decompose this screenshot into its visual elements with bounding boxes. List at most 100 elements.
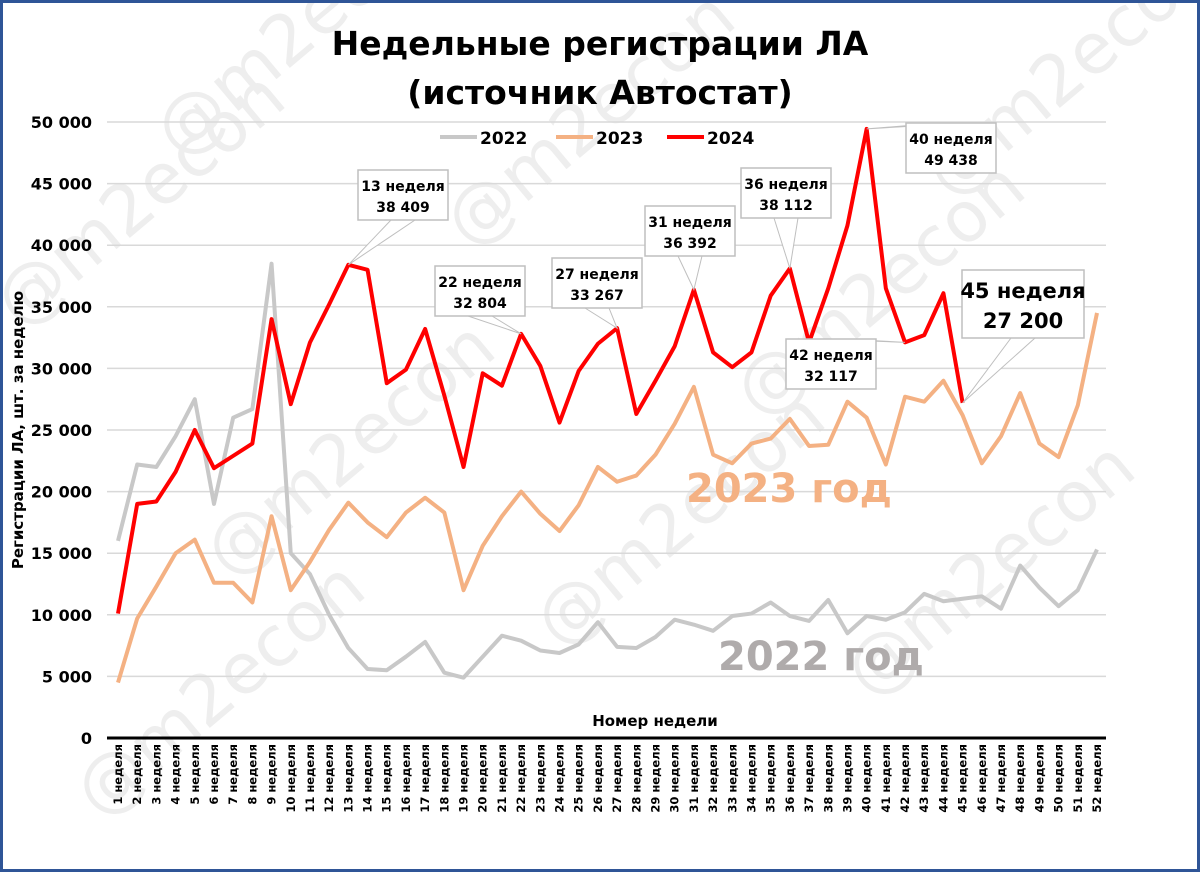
- legend-label-2022: 2022: [480, 129, 527, 149]
- callout-pointer: [963, 338, 1035, 403]
- x-tick-label: 1 неделя: [111, 744, 125, 805]
- series-label-2023: 2023 год: [686, 466, 892, 512]
- callout-value: 32 117: [804, 369, 858, 385]
- x-tick-label: 44 неделя: [936, 744, 950, 813]
- callout-week: 31 неделя: [648, 215, 732, 231]
- x-tick-label: 27 неделя: [610, 744, 624, 813]
- x-tick-label: 15 неделя: [380, 744, 394, 813]
- annotation-callout: 31 неделя 36 392: [645, 206, 735, 290]
- x-tick-label: 32 неделя: [706, 744, 720, 813]
- chart-title-line2: (источник Автостат): [407, 73, 792, 112]
- legend-label-2023: 2023: [596, 129, 643, 149]
- x-tick-label: 33 неделя: [725, 744, 739, 813]
- annotation-callout: 27 неделя 33 267: [552, 258, 642, 328]
- x-tick-label: 51 неделя: [1071, 744, 1085, 813]
- annotation-callout: 36 неделя 38 112: [741, 168, 831, 268]
- callout-pointer: [678, 256, 702, 290]
- callout-value: 27 200: [983, 309, 1063, 333]
- callout-week: 13 неделя: [361, 179, 445, 195]
- x-tick-label: 18 неделя: [437, 744, 451, 813]
- x-tick-label: 4 неделя: [169, 744, 183, 805]
- x-tick-label: 40 неделя: [860, 744, 874, 813]
- line-chart: @m2econ@m2econ@m2econ@m2econ@m2econ@m2ec…: [3, 3, 1197, 869]
- y-tick-label: 15 000: [31, 544, 92, 563]
- callout-pointer: [348, 220, 415, 265]
- x-tick-label: 5 неделя: [188, 744, 202, 805]
- annotation-callout: 13 неделя 38 409: [348, 170, 448, 265]
- y-tick-label: 40 000: [31, 236, 92, 255]
- x-tick-label: 22 неделя: [514, 744, 528, 813]
- callout-week: 22 неделя: [438, 275, 522, 291]
- callout-week: 27 неделя: [555, 267, 639, 283]
- x-tick-label: 28 неделя: [629, 744, 643, 813]
- x-tick-label: 45 неделя: [956, 744, 970, 813]
- x-tick-label: 47 неделя: [994, 744, 1008, 813]
- watermark: @m2econ: [188, 304, 510, 593]
- series-label-2022: 2022 год: [718, 634, 924, 680]
- annotation-callout: 42 неделя 32 117: [786, 339, 905, 389]
- callout-value: 32 804: [453, 296, 507, 312]
- x-tick-label: 21 неделя: [495, 744, 509, 813]
- x-tick-label: 46 неделя: [975, 744, 989, 813]
- x-tick-label: 9 неделя: [265, 744, 279, 805]
- y-tick-label: 45 000: [31, 175, 92, 194]
- x-tick-label: 52 неделя: [1090, 744, 1104, 813]
- callout-pointer: [585, 308, 617, 328]
- x-tick-label: 37 неделя: [802, 744, 816, 813]
- x-tick-label: 41 неделя: [879, 744, 893, 813]
- x-tick-label: 39 неделя: [840, 744, 854, 813]
- y-tick-label: 50 000: [31, 113, 92, 132]
- y-tick-label: 25 000: [31, 421, 92, 440]
- x-tick-label: 3 неделя: [149, 744, 163, 805]
- annotation-callout: 45 неделя 27 200: [960, 270, 1085, 403]
- x-tick-label: 24 неделя: [553, 744, 567, 813]
- annotation-callout: 40 неделя 49 438: [867, 123, 996, 173]
- y-tick-label: 30 000: [31, 359, 92, 378]
- x-tick-label: 34 неделя: [744, 744, 758, 813]
- chart-title-line1: Недельные регистрации ЛА: [332, 24, 869, 63]
- x-tick-label: 49 неделя: [1032, 744, 1046, 813]
- x-tick-label: 35 неделя: [764, 744, 778, 813]
- x-tick-label: 29 неделя: [648, 744, 662, 813]
- x-tick-label: 30 неделя: [668, 744, 682, 813]
- callout-week: 42 неделя: [789, 348, 873, 364]
- x-tick-label: 10 неделя: [284, 744, 298, 813]
- x-tick-label: 7 неделя: [226, 744, 240, 805]
- x-tick-label: 8 неделя: [245, 744, 259, 805]
- callout-value: 33 267: [570, 288, 624, 304]
- callout-value: 38 112: [759, 198, 813, 214]
- x-tick-label: 50 неделя: [1052, 744, 1066, 813]
- callout-value: 38 409: [376, 200, 430, 216]
- callout-week: 40 неделя: [909, 132, 993, 148]
- x-tick-label: 25 неделя: [572, 744, 586, 813]
- x-tick-label: 6 неделя: [207, 744, 221, 805]
- callout-pointer: [774, 218, 798, 268]
- watermark: @m2econ: [908, 3, 1197, 213]
- x-tick-label: 38 неделя: [821, 744, 835, 813]
- x-tick-label: 48 неделя: [1013, 744, 1027, 813]
- y-tick-label: 10 000: [31, 606, 92, 625]
- x-tick-label: 19 неделя: [457, 744, 471, 813]
- x-tick-label: 12 неделя: [322, 744, 336, 813]
- y-tick-label: 35 000: [31, 298, 92, 317]
- y-tick-label: 0: [81, 729, 92, 748]
- x-tick-label: 23 неделя: [533, 744, 547, 813]
- x-tick-label: 17 неделя: [418, 744, 432, 813]
- x-axis-label: Номер недели: [592, 712, 718, 730]
- x-tick-label: 16 неделя: [399, 744, 413, 813]
- callout-value: 49 438: [924, 153, 978, 169]
- y-axis-label: Регистрации ЛА, шт. за неделю: [9, 291, 27, 569]
- x-tick-label: 36 неделя: [783, 744, 797, 813]
- callout-week: 36 неделя: [744, 177, 828, 193]
- x-tick-label: 13 неделя: [341, 744, 355, 813]
- callout-week: 45 неделя: [960, 279, 1085, 303]
- y-tick-label: 20 000: [31, 483, 92, 502]
- callout-value: 36 392: [663, 236, 717, 252]
- x-tick-label: 43 неделя: [917, 744, 931, 813]
- x-tick-label: 2 неделя: [130, 744, 144, 805]
- x-tick-label: 26 неделя: [591, 744, 605, 813]
- y-tick-label: 5 000: [42, 667, 92, 686]
- x-tick-label: 42 неделя: [898, 744, 912, 813]
- x-tick-label: 14 неделя: [361, 744, 375, 813]
